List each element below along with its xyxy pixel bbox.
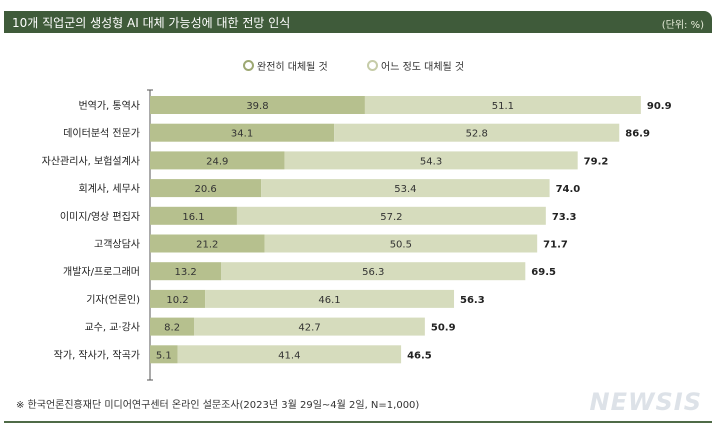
category-label: 기자(언론인) xyxy=(86,294,140,306)
total-label: 90.9 xyxy=(647,101,672,112)
unit-label: (단위: %) xyxy=(661,20,704,31)
bar-segment xyxy=(261,179,550,198)
data-label: 57.2 xyxy=(380,212,402,223)
data-label: 52.8 xyxy=(466,129,488,140)
data-label: 13.2 xyxy=(175,267,197,278)
category-label: 자산관리사, 보험설계사 xyxy=(42,155,140,167)
bar-segment xyxy=(334,123,620,142)
data-label: 5.1 xyxy=(156,350,172,361)
data-label: 50.5 xyxy=(390,240,412,251)
data-label: 34.1 xyxy=(231,129,253,140)
data-label: 46.1 xyxy=(318,295,340,306)
bar-segment xyxy=(150,179,262,198)
data-label: 10.2 xyxy=(166,295,188,306)
category-label: 번역가, 통역사 xyxy=(78,100,140,112)
category-label: 데이터분석 전문가 xyxy=(63,128,140,140)
total-label: 74.0 xyxy=(556,184,581,195)
bar-segment xyxy=(194,317,425,336)
category-label: 이미지/영상 편집자 xyxy=(60,211,140,223)
bar-segment xyxy=(150,262,222,281)
bar-segment xyxy=(150,289,206,308)
legend-marker-icon xyxy=(367,60,378,71)
bottom-divider xyxy=(4,421,712,423)
title-bar: 10개 직업군의 생성형 AI 대체 가능성에 대한 전망 인식 (단위: %) xyxy=(4,11,712,33)
bar-segment xyxy=(150,151,285,170)
category-label: 교수, 교·강사 xyxy=(84,322,140,334)
total-label: 50.9 xyxy=(431,323,456,334)
data-label: 53.4 xyxy=(394,184,416,195)
total-label: 71.7 xyxy=(543,240,568,251)
bar-segment xyxy=(236,206,546,225)
bar-segment xyxy=(177,345,402,364)
total-label: 73.3 xyxy=(552,212,577,223)
total-label: 79.2 xyxy=(584,156,609,167)
bar-segment xyxy=(150,96,365,114)
legend-marker-icon xyxy=(243,60,254,71)
bar-segment xyxy=(284,151,578,170)
footnote: ※ 한국언론진흥재단 미디어연구센터 온라인 설문조사(2023년 3월 29일… xyxy=(16,400,420,411)
bar-segment xyxy=(364,96,641,114)
category-label: 개발자/프로그래머 xyxy=(63,266,140,278)
bar-segment xyxy=(264,234,538,253)
bar-segment xyxy=(150,123,335,142)
data-label: 24.9 xyxy=(206,156,228,167)
bar-segment xyxy=(150,234,265,253)
category-label: 작가, 작사가, 작곡가 xyxy=(54,349,140,361)
data-label: 42.7 xyxy=(298,323,320,334)
bar-segment xyxy=(221,262,526,281)
legend-item-partial: 어느 정도 대체될 것 xyxy=(367,58,464,73)
legend-label: 어느 정도 대체될 것 xyxy=(381,62,465,73)
data-label: 41.4 xyxy=(278,350,300,361)
category-label: 고객상담사 xyxy=(94,239,140,251)
bar-segment xyxy=(150,317,195,336)
bar-segment xyxy=(150,206,237,225)
data-label: 51.1 xyxy=(492,101,514,112)
data-label: 54.3 xyxy=(420,156,442,167)
data-label: 39.8 xyxy=(246,101,268,112)
bar-segment xyxy=(150,345,178,364)
data-label: 8.2 xyxy=(164,323,180,334)
bar-segment xyxy=(205,289,455,308)
total-label: 86.9 xyxy=(625,129,650,140)
newsis-logo: NEWSIS xyxy=(589,388,702,416)
total-label: 69.5 xyxy=(531,267,556,278)
chart-title: 10개 직업군의 생성형 AI 대체 가능성에 대한 전망 인식 xyxy=(12,16,291,30)
legend-label: 완전히 대체될 것 xyxy=(257,62,328,73)
data-label: 20.6 xyxy=(194,184,216,195)
total-label: 56.3 xyxy=(460,295,485,306)
category-label: 회계사, 세무사 xyxy=(78,183,140,195)
data-label: 56.3 xyxy=(362,267,384,278)
total-label: 46.5 xyxy=(407,350,432,361)
legend-item-full: 완전히 대체될 것 xyxy=(243,58,328,73)
data-label: 16.1 xyxy=(182,212,204,223)
data-label: 21.2 xyxy=(196,240,218,251)
